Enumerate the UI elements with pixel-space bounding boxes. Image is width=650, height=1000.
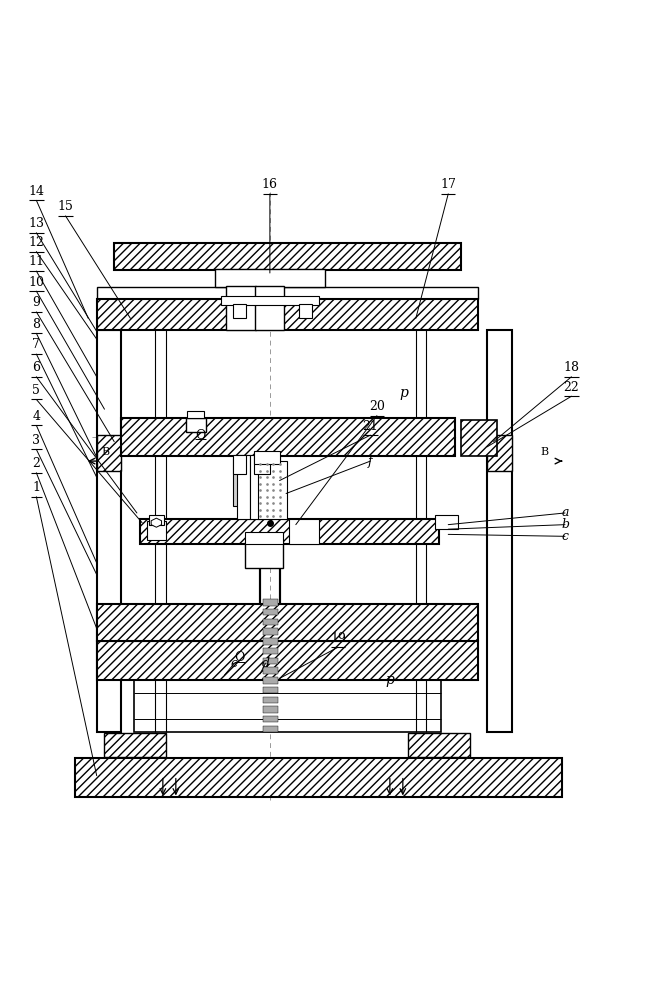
Text: p: p bbox=[400, 386, 409, 400]
Bar bbox=[75, 758, 562, 797]
Bar bbox=[114, 243, 461, 270]
Text: O: O bbox=[195, 429, 205, 442]
Bar bbox=[147, 521, 166, 540]
Bar bbox=[289, 519, 318, 544]
Text: 5: 5 bbox=[32, 384, 40, 397]
Bar bbox=[105, 733, 166, 757]
Bar bbox=[233, 458, 256, 506]
Text: 10: 10 bbox=[29, 276, 44, 289]
Text: 1: 1 bbox=[32, 481, 40, 494]
Bar bbox=[187, 411, 204, 418]
Text: 4: 4 bbox=[32, 410, 40, 423]
Text: O: O bbox=[234, 651, 244, 664]
Bar bbox=[250, 455, 263, 519]
Bar bbox=[263, 658, 278, 664]
Text: 6: 6 bbox=[32, 361, 40, 374]
Bar bbox=[408, 733, 470, 757]
Text: 13: 13 bbox=[29, 217, 44, 230]
Text: 18: 18 bbox=[564, 361, 579, 374]
Text: B: B bbox=[101, 447, 109, 457]
Text: 11: 11 bbox=[29, 255, 44, 268]
Bar bbox=[263, 609, 278, 615]
Bar bbox=[299, 304, 312, 318]
Text: 3: 3 bbox=[32, 434, 40, 447]
Text: B: B bbox=[541, 447, 549, 457]
Bar bbox=[255, 286, 284, 330]
Text: 14: 14 bbox=[29, 185, 44, 198]
Text: 7: 7 bbox=[32, 338, 40, 351]
Bar bbox=[97, 330, 122, 732]
Bar bbox=[97, 641, 478, 680]
Bar bbox=[263, 706, 278, 713]
Bar bbox=[186, 418, 205, 432]
Bar bbox=[263, 619, 278, 625]
Bar bbox=[263, 677, 278, 684]
Text: 19: 19 bbox=[330, 632, 346, 645]
Text: 2: 2 bbox=[32, 457, 40, 470]
Bar bbox=[244, 542, 283, 568]
Text: 17: 17 bbox=[440, 178, 456, 191]
Bar bbox=[462, 420, 497, 456]
Text: 20: 20 bbox=[369, 400, 385, 413]
Text: 16: 16 bbox=[262, 178, 278, 191]
Bar bbox=[221, 296, 318, 305]
Text: f: f bbox=[368, 455, 372, 468]
Bar bbox=[263, 599, 278, 606]
Bar bbox=[233, 304, 246, 318]
Bar bbox=[487, 435, 512, 471]
Bar bbox=[233, 455, 246, 474]
Text: d: d bbox=[261, 657, 269, 670]
Text: c: c bbox=[562, 530, 569, 543]
Bar bbox=[263, 638, 278, 645]
Bar bbox=[263, 648, 278, 654]
Text: e: e bbox=[231, 657, 238, 670]
Bar bbox=[263, 697, 278, 703]
Bar bbox=[254, 451, 280, 464]
Bar bbox=[258, 461, 287, 519]
Bar bbox=[97, 287, 478, 299]
Text: 12: 12 bbox=[29, 236, 44, 249]
Bar bbox=[140, 519, 439, 544]
Bar bbox=[436, 515, 458, 529]
Text: 21: 21 bbox=[363, 420, 378, 433]
Bar bbox=[134, 680, 441, 732]
Bar bbox=[237, 455, 250, 519]
Bar bbox=[97, 435, 122, 471]
Bar bbox=[263, 687, 278, 693]
Bar bbox=[263, 667, 278, 674]
Text: a: a bbox=[561, 506, 569, 519]
Bar bbox=[97, 299, 478, 330]
Bar bbox=[263, 726, 278, 732]
Bar bbox=[263, 628, 278, 635]
Text: 8: 8 bbox=[32, 318, 40, 331]
Text: p: p bbox=[385, 673, 395, 687]
Polygon shape bbox=[151, 518, 162, 527]
Bar bbox=[244, 532, 283, 544]
Bar bbox=[214, 269, 325, 287]
Bar bbox=[97, 604, 478, 641]
Text: 22: 22 bbox=[564, 381, 579, 394]
Bar bbox=[263, 716, 278, 722]
Bar bbox=[487, 330, 512, 732]
Bar bbox=[122, 418, 455, 456]
Bar bbox=[254, 455, 270, 474]
Bar bbox=[149, 515, 164, 525]
Text: 9: 9 bbox=[32, 296, 40, 309]
Text: 15: 15 bbox=[58, 200, 73, 213]
Bar bbox=[226, 286, 255, 330]
Text: b: b bbox=[561, 518, 569, 531]
